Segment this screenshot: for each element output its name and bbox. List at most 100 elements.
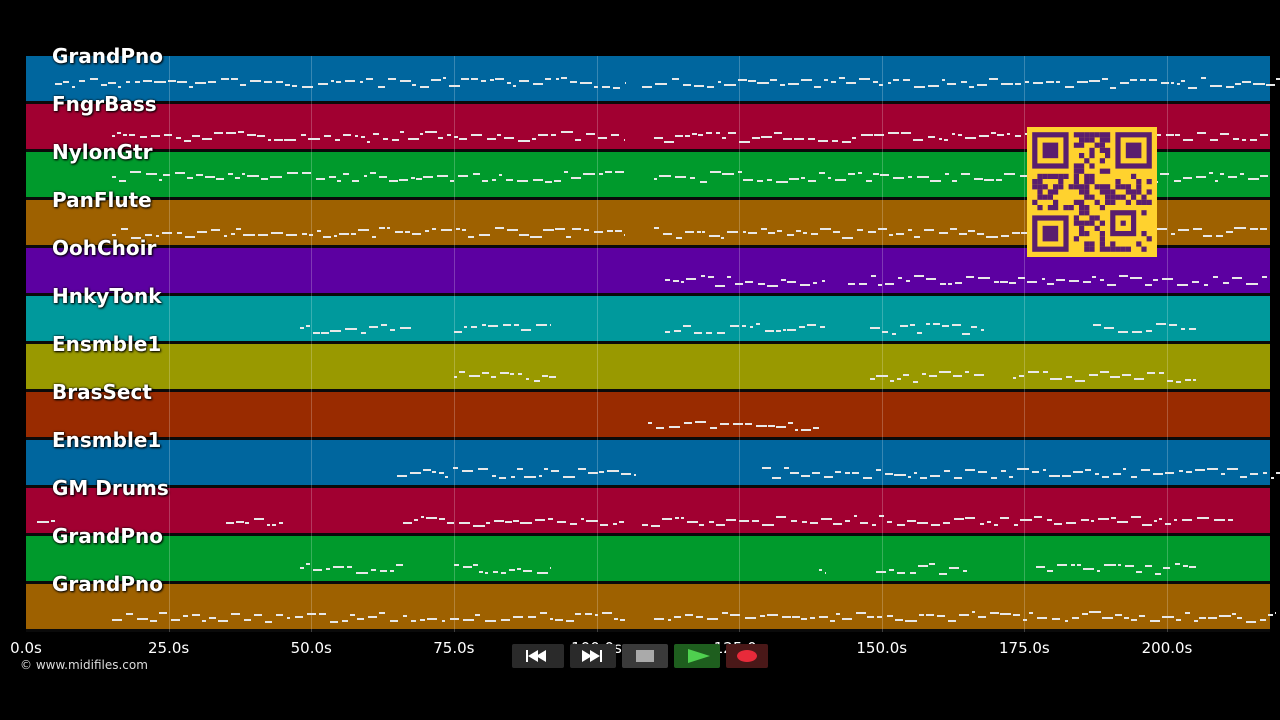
track-lane[interactable] bbox=[26, 344, 1270, 389]
midi-note bbox=[715, 524, 725, 526]
midi-note bbox=[516, 180, 529, 182]
track-lane[interactable] bbox=[26, 584, 1270, 629]
midi-note bbox=[490, 376, 496, 378]
midi-note bbox=[1156, 228, 1167, 230]
midi-note bbox=[333, 235, 337, 237]
midi-note bbox=[790, 520, 798, 522]
midi-note bbox=[243, 234, 255, 236]
midi-note bbox=[995, 179, 1003, 181]
midi-note bbox=[213, 132, 224, 134]
midi-note bbox=[204, 176, 215, 178]
midi-note bbox=[818, 616, 829, 618]
midi-note bbox=[708, 276, 714, 278]
midi-note bbox=[824, 476, 833, 478]
midi-note bbox=[1134, 378, 1145, 380]
midi-note bbox=[1227, 468, 1238, 470]
midi-note bbox=[989, 78, 998, 80]
midi-note bbox=[914, 86, 925, 88]
midi-note bbox=[1031, 471, 1040, 473]
midi-note bbox=[535, 324, 547, 326]
midi-note bbox=[726, 231, 738, 233]
midi-note bbox=[673, 280, 680, 282]
midi-note bbox=[929, 475, 940, 477]
midi-note bbox=[1023, 619, 1028, 621]
midi-note bbox=[574, 139, 581, 141]
midi-note bbox=[1081, 613, 1088, 615]
midi-note bbox=[473, 564, 478, 566]
midi-note bbox=[301, 86, 314, 88]
midi-note bbox=[820, 228, 831, 230]
midi-note bbox=[876, 469, 882, 471]
midi-note bbox=[737, 171, 742, 173]
midi-note bbox=[170, 619, 180, 621]
midi-note bbox=[201, 620, 207, 622]
midi-note bbox=[820, 518, 832, 520]
midi-note bbox=[877, 616, 882, 618]
midi-note bbox=[743, 179, 754, 181]
midi-note bbox=[583, 173, 595, 175]
midi-note bbox=[978, 616, 987, 618]
midi-note bbox=[542, 375, 548, 377]
midi-note bbox=[208, 81, 217, 83]
stop-button[interactable] bbox=[622, 644, 668, 668]
midi-note bbox=[1210, 85, 1222, 87]
track-lane[interactable] bbox=[26, 392, 1270, 437]
midi-note bbox=[378, 227, 386, 229]
midi-note bbox=[788, 422, 793, 424]
track-lane[interactable] bbox=[26, 488, 1270, 533]
fast-forward-button[interactable] bbox=[570, 644, 616, 668]
midi-note bbox=[472, 525, 485, 527]
midi-note bbox=[350, 614, 355, 616]
midi-note bbox=[1007, 133, 1011, 135]
track-lane[interactable] bbox=[26, 440, 1270, 485]
midi-note bbox=[1110, 376, 1121, 378]
midi-note bbox=[1174, 563, 1180, 565]
midi-note bbox=[249, 80, 262, 82]
midi-note bbox=[530, 236, 543, 238]
midi-note bbox=[571, 177, 582, 179]
record-button[interactable] bbox=[726, 644, 768, 668]
midi-note bbox=[861, 134, 873, 136]
midi-note bbox=[345, 328, 358, 330]
midi-note bbox=[946, 83, 957, 85]
midi-note bbox=[786, 234, 794, 236]
midi-note bbox=[271, 232, 283, 234]
rewind-button[interactable] bbox=[512, 644, 564, 668]
midi-note bbox=[236, 521, 244, 523]
midi-note bbox=[484, 620, 497, 622]
midi-note bbox=[1152, 279, 1159, 281]
play-button[interactable] bbox=[674, 644, 720, 668]
midi-note bbox=[167, 80, 176, 82]
midi-note bbox=[952, 375, 962, 377]
track-name: GrandPno bbox=[52, 524, 163, 548]
midi-note bbox=[444, 476, 449, 478]
midi-note bbox=[1112, 473, 1121, 475]
midi-note bbox=[291, 85, 298, 87]
midi-note bbox=[971, 611, 976, 613]
track-name: HnkyTonk bbox=[52, 284, 162, 308]
midi-note bbox=[653, 178, 657, 180]
midi-note bbox=[421, 516, 425, 518]
midi-note bbox=[1165, 523, 1171, 525]
midi-note bbox=[737, 79, 747, 81]
midi-note bbox=[710, 171, 722, 173]
midi-note bbox=[313, 569, 322, 571]
midi-note bbox=[264, 81, 272, 83]
track-lane[interactable] bbox=[26, 296, 1270, 341]
midi-note bbox=[961, 173, 970, 175]
midi-note bbox=[427, 618, 437, 620]
midi-note bbox=[358, 229, 370, 231]
midi-note bbox=[439, 518, 445, 520]
track-lane[interactable] bbox=[26, 536, 1270, 581]
midi-note bbox=[475, 614, 480, 616]
midi-note bbox=[757, 82, 769, 84]
midi-note bbox=[808, 180, 817, 182]
midi-note bbox=[377, 86, 385, 88]
midi-note bbox=[235, 177, 241, 179]
midi-note bbox=[329, 621, 338, 623]
midi-note bbox=[1181, 80, 1185, 82]
midi-note bbox=[145, 173, 158, 175]
track-lane[interactable] bbox=[26, 56, 1270, 101]
midi-note bbox=[696, 231, 701, 233]
midi-note bbox=[906, 520, 916, 522]
